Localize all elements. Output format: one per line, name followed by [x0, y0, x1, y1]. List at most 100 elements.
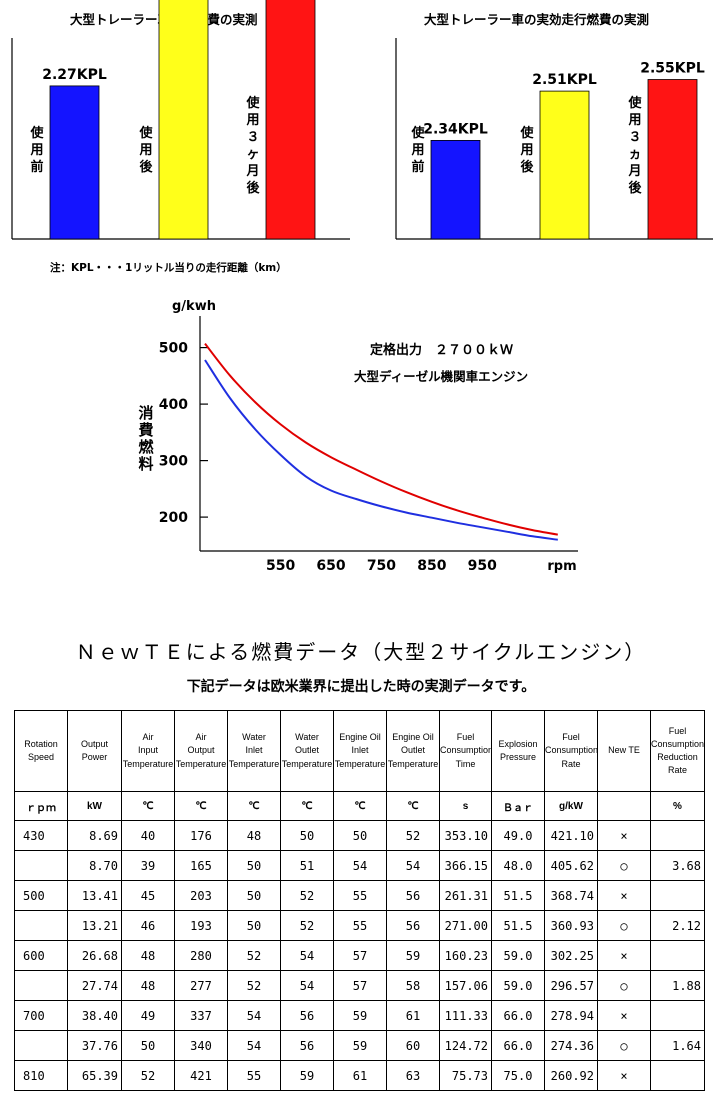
table-cell: 176 — [174, 820, 228, 851]
table-cell: 337 — [174, 1000, 228, 1031]
table-cell: 277 — [174, 970, 228, 1001]
table-cell: × — [597, 880, 651, 911]
table-cell: 50 — [227, 910, 281, 941]
table-row: 700 38.40 49 337 54 56 59 61 111.33 66.0 278.94 × — [14, 1000, 705, 1031]
table-cell: 66.0 — [491, 1030, 545, 1061]
table-cell: 600 — [14, 940, 68, 971]
column-header: Fuel Consumption Rate — [544, 710, 598, 792]
table-cell: 368.74 — [544, 880, 598, 911]
unit-cell: s — [439, 791, 492, 821]
x-tick-label: 550 — [266, 558, 295, 574]
table-cell: 3.68 — [650, 850, 705, 881]
table-cell: 55 — [333, 880, 387, 911]
column-header-line: Engine Oil — [392, 732, 434, 743]
table-cell: 54 — [280, 940, 334, 971]
unit-cell: Ｂａｒ — [491, 791, 545, 821]
y-tick-label: 300 — [159, 454, 188, 470]
table-cell: 49.0 — [491, 820, 545, 851]
table-cell: 48 — [227, 820, 281, 851]
column-header-line: Consumption — [545, 745, 598, 756]
table-cell: 40 — [121, 820, 175, 851]
table-cell: 54 — [333, 850, 387, 881]
column-header-line: Rate — [667, 765, 687, 776]
table-cell: 278.94 — [544, 1000, 598, 1031]
column-header-line: Power — [81, 752, 108, 762]
unit-cell: ℃ — [386, 791, 440, 821]
column-header-line: Reduction — [657, 752, 698, 762]
table-row: 8.70 39 165 50 51 54 54 366.15 48.0 405.62 ○ 3.68 — [14, 850, 705, 881]
table-row: 37.76 50 340 54 56 59 60 124.72 66.0 274.36 ○ 1.64 — [14, 1030, 705, 1061]
table-cell — [650, 1060, 705, 1091]
table-cell: 193 — [174, 910, 228, 941]
table-cell — [14, 910, 68, 941]
table-cell: 111.33 — [439, 1000, 492, 1031]
bar — [265, 0, 316, 240]
table-cell: 700 — [14, 1000, 68, 1031]
table-cell: 50 — [227, 850, 281, 881]
table-cell: 8.70 — [67, 850, 122, 881]
x-unit-label: rpm — [547, 559, 576, 574]
column-header: Water Outlet Temperature — [280, 710, 334, 792]
column-header-line: Fuel — [456, 732, 475, 743]
table-row: 600 26.68 48 280 52 54 57 59 160.23 59.0 302.25 × — [14, 940, 705, 971]
column-header-line: Output — [187, 745, 215, 756]
table-cell: 160.23 — [439, 940, 492, 971]
column-header: Output Power — [67, 710, 122, 792]
column-header-line: Fuel — [668, 725, 687, 736]
column-header: Engine Oil Inlet Temperature — [333, 710, 387, 792]
bar — [539, 90, 590, 240]
table-cell: 65.39 — [67, 1060, 122, 1091]
column-header-line: Water — [242, 732, 266, 743]
unit-cell: ℃ — [227, 791, 281, 821]
table-cell: 261.31 — [439, 880, 492, 911]
table-cell: 500 — [14, 880, 68, 911]
table-cell: 49 — [121, 1000, 175, 1031]
column-header: Water Inlet Temperature — [227, 710, 281, 792]
table-cell: 1.64 — [650, 1030, 705, 1061]
table-cell: 38.40 — [67, 1000, 122, 1031]
x-tick-label: 650 — [316, 558, 345, 574]
column-header-line: Rotation — [24, 738, 58, 749]
column-header-line: Speed — [27, 752, 55, 762]
bar-value-label: 2.55KPL — [640, 61, 705, 77]
table-cell: 59 — [333, 1000, 387, 1031]
table-cell: 271.00 — [439, 910, 492, 941]
section-subheading: 下記データは欧米業界に提出した時の実測データです。 — [186, 679, 536, 695]
unit-cell: ℃ — [280, 791, 334, 821]
table-cell: 124.72 — [439, 1030, 492, 1061]
table-cell: 810 — [14, 1060, 68, 1091]
column-header-line: Engine Oil — [339, 732, 381, 743]
chart-title: 定格出力 ２７００ｋＷ — [369, 342, 513, 358]
table-cell: 48 — [121, 940, 175, 971]
table-cell: 13.21 — [67, 910, 122, 941]
x-tick-label: 750 — [367, 558, 396, 574]
column-header-line: Input — [137, 745, 159, 756]
column-header-line: Temperature — [387, 758, 439, 769]
table-cell: 61 — [333, 1060, 387, 1091]
chart2-title: 大型トレーラー車の実効走行燃費の実測 — [424, 12, 650, 27]
table-cell: × — [597, 940, 651, 971]
table-cell: 55 — [227, 1060, 281, 1091]
table-cell: 48 — [121, 970, 175, 1001]
bar-value-label: 2.34KPL — [423, 121, 488, 137]
table-cell: ○ — [597, 1030, 651, 1061]
fuel-curve-chart: g/kwh 500 400 300 200 550 650 750 850 950 rpm 消費燃料 定… — [138, 299, 578, 574]
column-header-line: New TE — [608, 745, 640, 756]
table-cell: 421 — [174, 1060, 228, 1091]
table-cell: 52 — [121, 1060, 175, 1091]
column-header-line: Temperature — [334, 758, 386, 769]
y-unit-label: g/kwh — [172, 299, 216, 314]
table-cell: 405.62 — [544, 850, 598, 881]
table-cell: 66.0 — [491, 1000, 545, 1031]
table-cell — [650, 1000, 705, 1031]
bar — [158, 0, 209, 240]
table-cell: 39 — [121, 850, 175, 881]
table-cell: 26.68 — [67, 940, 122, 971]
column-header-line: Temperature — [122, 758, 174, 769]
series-line-1 — [204, 359, 558, 541]
table-cell: 56 — [386, 880, 440, 911]
table-cell: 50 — [121, 1030, 175, 1061]
table-cell: 260.92 — [544, 1060, 598, 1091]
column-header: Explosion Pressure — [491, 710, 545, 792]
bar-category-label: 使用後 — [519, 125, 534, 175]
